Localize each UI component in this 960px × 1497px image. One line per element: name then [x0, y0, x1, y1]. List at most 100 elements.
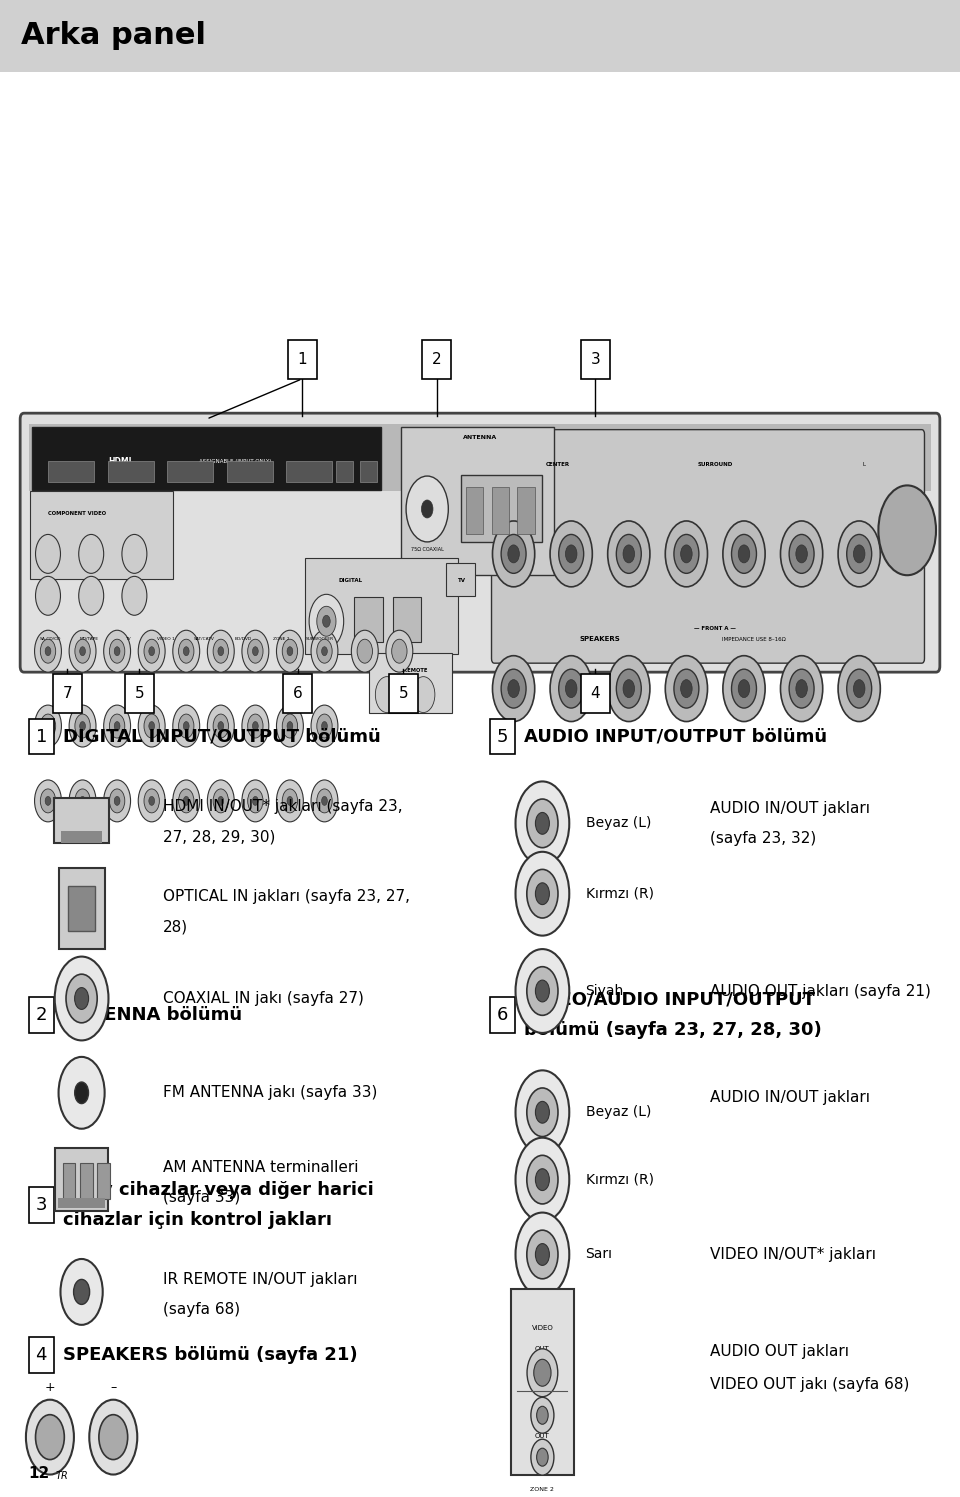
Text: 1: 1 [36, 728, 47, 746]
Text: OPTICAL IN jakları (sayfa 23, 27,: OPTICAL IN jakları (sayfa 23, 27, [163, 889, 410, 904]
Circle shape [183, 722, 189, 731]
Circle shape [838, 521, 880, 587]
Text: AM ANTENNA terminalleri: AM ANTENNA terminalleri [163, 1160, 359, 1175]
Circle shape [406, 476, 448, 542]
FancyBboxPatch shape [29, 997, 54, 1033]
Circle shape [55, 957, 108, 1040]
Circle shape [114, 722, 120, 731]
Circle shape [392, 639, 407, 663]
Circle shape [104, 630, 131, 672]
Circle shape [527, 870, 558, 918]
FancyBboxPatch shape [53, 674, 82, 713]
Circle shape [252, 647, 258, 656]
Circle shape [138, 780, 165, 822]
Circle shape [173, 705, 200, 747]
Circle shape [89, 1400, 137, 1475]
Circle shape [796, 680, 807, 698]
Text: 3: 3 [36, 1196, 47, 1214]
Circle shape [492, 521, 535, 587]
Circle shape [665, 656, 708, 722]
Text: — FRONT A —: — FRONT A — [694, 626, 736, 632]
Circle shape [207, 780, 234, 822]
Circle shape [565, 545, 577, 563]
Circle shape [527, 1156, 558, 1204]
Text: (sayfa 23, 32): (sayfa 23, 32) [710, 831, 817, 846]
Circle shape [665, 521, 708, 587]
Text: 2: 2 [432, 352, 442, 367]
Circle shape [492, 656, 535, 722]
Text: IR REMOTE IN/OUT jakları: IR REMOTE IN/OUT jakları [163, 1272, 358, 1287]
Text: 3: 3 [590, 352, 600, 367]
Circle shape [311, 630, 338, 672]
Text: OUT: OUT [535, 1346, 550, 1352]
Circle shape [527, 1088, 558, 1136]
Circle shape [780, 521, 823, 587]
Text: TV: TV [458, 578, 466, 584]
Circle shape [75, 789, 90, 813]
Circle shape [218, 647, 224, 656]
Circle shape [527, 799, 558, 847]
Circle shape [534, 1359, 551, 1386]
Circle shape [218, 722, 224, 731]
Text: BD/DVD: BD/DVD [234, 638, 252, 641]
Circle shape [59, 1057, 105, 1129]
FancyBboxPatch shape [68, 886, 95, 931]
Text: COMPONENT VIDEO: COMPONENT VIDEO [48, 510, 106, 516]
Circle shape [149, 722, 155, 731]
Text: SA-CD/CD: SA-CD/CD [40, 638, 61, 641]
FancyBboxPatch shape [54, 798, 109, 843]
Circle shape [79, 534, 104, 573]
FancyBboxPatch shape [490, 719, 515, 754]
Circle shape [536, 813, 549, 834]
Text: CENTER: CENTER [545, 461, 570, 467]
Circle shape [276, 780, 303, 822]
Circle shape [74, 1280, 89, 1304]
Circle shape [26, 1400, 74, 1475]
Circle shape [45, 796, 51, 805]
Circle shape [242, 705, 269, 747]
FancyBboxPatch shape [108, 461, 154, 482]
Text: cihazlar için kontrol jakları: cihazlar için kontrol jakları [63, 1211, 332, 1229]
Circle shape [36, 576, 60, 615]
Circle shape [536, 1169, 549, 1190]
Text: VIDEO 1: VIDEO 1 [157, 638, 175, 641]
Circle shape [531, 1397, 554, 1433]
Circle shape [878, 485, 936, 575]
Text: 5: 5 [398, 686, 408, 701]
Text: 5: 5 [134, 686, 144, 701]
Circle shape [287, 796, 293, 805]
FancyBboxPatch shape [492, 430, 924, 663]
FancyBboxPatch shape [58, 1198, 106, 1208]
FancyBboxPatch shape [63, 1163, 75, 1199]
Text: (sayfa 33): (sayfa 33) [163, 1190, 240, 1205]
Circle shape [276, 630, 303, 672]
Circle shape [322, 796, 327, 805]
Circle shape [138, 705, 165, 747]
Text: –: – [110, 1382, 116, 1394]
Text: ASSIGNABLE (INPUT ONLY): ASSIGNABLE (INPUT ONLY) [199, 458, 272, 464]
Circle shape [69, 630, 96, 672]
Text: SPEAKERS: SPEAKERS [580, 636, 620, 642]
Circle shape [122, 534, 147, 573]
FancyBboxPatch shape [30, 491, 173, 579]
Circle shape [104, 705, 131, 747]
Text: 1: 1 [298, 352, 307, 367]
Circle shape [36, 1415, 64, 1460]
Circle shape [207, 705, 234, 747]
Text: 27, 28, 29, 30): 27, 28, 29, 30) [163, 829, 276, 844]
FancyBboxPatch shape [336, 461, 353, 482]
FancyBboxPatch shape [581, 340, 610, 379]
Text: VIDEO IN/OUT* jakları: VIDEO IN/OUT* jakları [710, 1247, 876, 1262]
Text: FM ANTENNA jakı (sayfa 33): FM ANTENNA jakı (sayfa 33) [163, 1085, 377, 1100]
Circle shape [69, 705, 96, 747]
FancyBboxPatch shape [511, 1289, 574, 1475]
FancyBboxPatch shape [20, 413, 940, 672]
Circle shape [144, 789, 159, 813]
FancyBboxPatch shape [29, 719, 54, 754]
FancyBboxPatch shape [0, 0, 960, 72]
Circle shape [501, 534, 526, 573]
FancyBboxPatch shape [422, 340, 451, 379]
Text: AUDIO OUT jakları (sayfa 21): AUDIO OUT jakları (sayfa 21) [710, 984, 931, 998]
Text: 2: 2 [36, 1006, 47, 1024]
FancyBboxPatch shape [360, 461, 377, 482]
